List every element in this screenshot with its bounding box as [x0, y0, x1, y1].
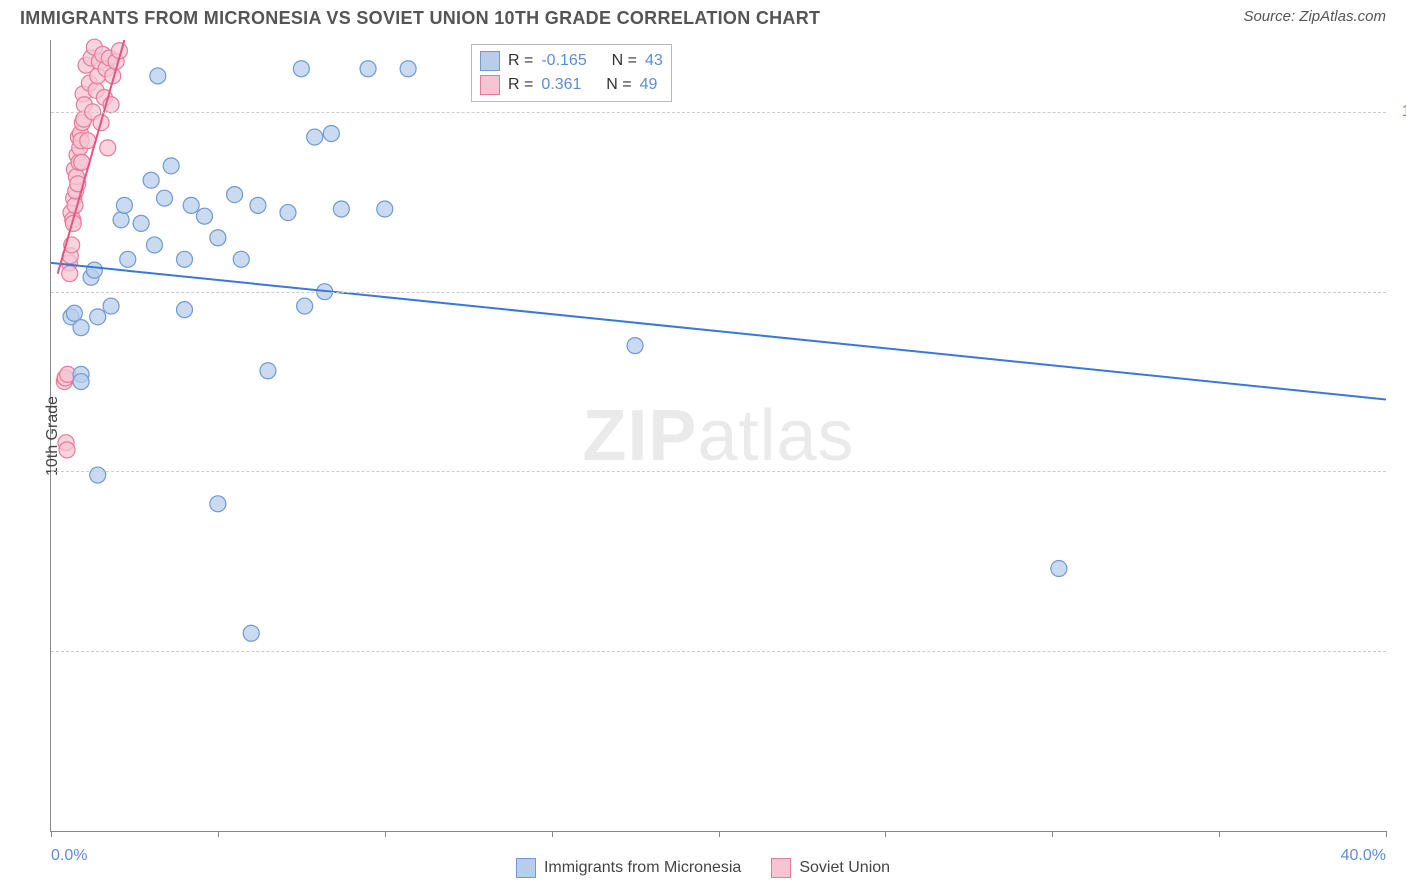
chart-area: 10th Grade ZIPatlas R = -0.165 N = 43 R …: [50, 40, 1386, 832]
legend-n-value-0: 43: [645, 52, 663, 70]
legend-swatch-1: [480, 75, 500, 95]
legend-stats-row-0: R = -0.165 N = 43: [480, 49, 663, 73]
legend-item-1: Soviet Union: [771, 858, 890, 878]
legend-r-value-0: -0.165: [541, 52, 586, 70]
legend-swatch-micronesia: [516, 858, 536, 878]
legend-item-0: Immigrants from Micronesia: [516, 858, 741, 878]
legend-r-label: R =: [508, 76, 533, 94]
legend-n-value-1: 49: [640, 76, 658, 94]
legend-r-label: R =: [508, 52, 533, 70]
chart-title: IMMIGRANTS FROM MICRONESIA VS SOVIET UNI…: [20, 8, 820, 29]
header: IMMIGRANTS FROM MICRONESIA VS SOVIET UNI…: [0, 0, 1406, 33]
legend-series: Immigrants from Micronesia Soviet Union: [0, 858, 1406, 878]
plot-area: 10th Grade ZIPatlas R = -0.165 N = 43 R …: [50, 40, 1386, 832]
legend-r-value-1: 0.361: [541, 76, 581, 94]
chart-svg: [51, 40, 1386, 831]
legend-label-0: Immigrants from Micronesia: [544, 859, 741, 877]
legend-stats: R = -0.165 N = 43 R = 0.361 N = 49: [471, 44, 672, 102]
legend-label-1: Soviet Union: [799, 859, 890, 877]
legend-n-label: N =: [612, 52, 637, 70]
legend-swatch-0: [480, 51, 500, 71]
source-label: Source: ZipAtlas.com: [1243, 8, 1386, 25]
legend-stats-row-1: R = 0.361 N = 49: [480, 73, 663, 97]
legend-n-label: N =: [606, 76, 631, 94]
y-tick-label: 100.0%: [1402, 103, 1406, 121]
legend-swatch-soviet: [771, 858, 791, 878]
